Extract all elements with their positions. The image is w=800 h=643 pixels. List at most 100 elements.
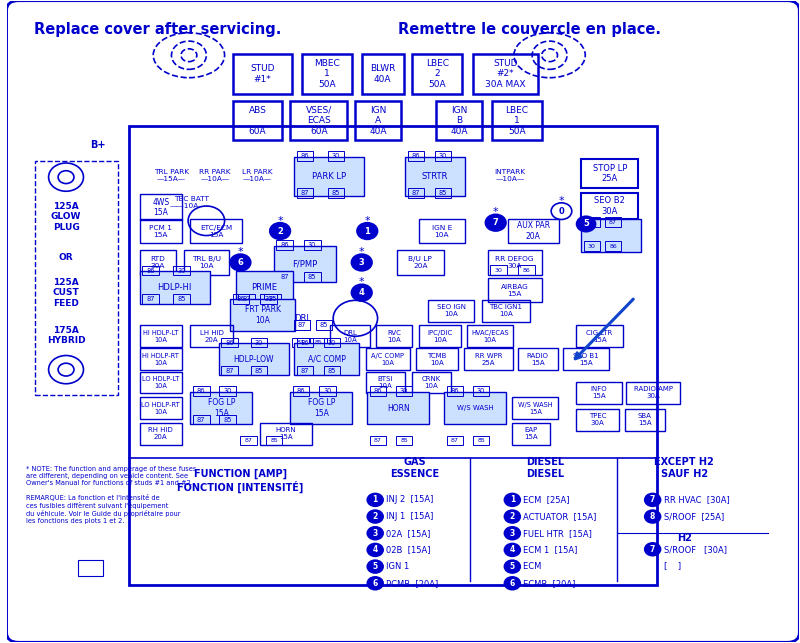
Text: IGN
A
40A: IGN A 40A (370, 106, 387, 136)
Text: INJ 2  [15A]: INJ 2 [15A] (386, 495, 433, 504)
Text: EXCEPT H2
SAUF H2: EXCEPT H2 SAUF H2 (654, 457, 714, 478)
FancyBboxPatch shape (582, 219, 641, 252)
Text: MBEC
1
50A: MBEC 1 50A (314, 59, 340, 89)
Circle shape (645, 493, 661, 506)
Text: 87: 87 (412, 190, 420, 196)
Text: LO HDLP-LT
10A: LO HDLP-LT 10A (142, 376, 179, 389)
Text: ACTUATOR  [15A]: ACTUATOR [15A] (523, 512, 597, 521)
Text: RR WPR
25A: RR WPR 25A (475, 353, 502, 366)
Text: SEO B1
15A: SEO B1 15A (574, 353, 599, 366)
Text: 87: 87 (301, 368, 310, 374)
Text: 30: 30 (588, 244, 595, 249)
Text: 30: 30 (264, 296, 273, 302)
Text: 87: 87 (609, 219, 617, 224)
Text: ABS

60A: ABS 60A (249, 106, 266, 136)
Text: 85: 85 (320, 322, 328, 329)
Circle shape (505, 510, 520, 523)
FancyBboxPatch shape (219, 343, 289, 376)
Text: W/S WASH
15A: W/S WASH 15A (518, 402, 553, 415)
Text: 86: 86 (226, 340, 234, 346)
Text: DIESEL
DIESEL: DIESEL DIESEL (526, 457, 565, 478)
Text: 85: 85 (328, 368, 336, 374)
Text: 86: 86 (588, 219, 595, 224)
Text: RR PARK
—10A—: RR PARK —10A— (199, 168, 231, 182)
Text: *: * (493, 208, 498, 217)
Circle shape (357, 222, 378, 239)
Text: 86: 86 (374, 388, 382, 394)
Text: CIG LTR
15A: CIG LTR 15A (586, 330, 613, 343)
Text: LBEC
1
50A: LBEC 1 50A (505, 106, 528, 136)
Text: 7: 7 (650, 545, 655, 554)
Text: 30: 30 (494, 267, 502, 273)
Text: 0: 0 (558, 206, 564, 215)
Circle shape (351, 254, 372, 271)
Text: ECM  [25A]: ECM [25A] (523, 495, 570, 504)
Text: 86: 86 (197, 388, 206, 394)
Text: 85: 85 (314, 340, 322, 345)
Text: EAP
15A: EAP 15A (525, 428, 538, 440)
Text: 87: 87 (242, 296, 250, 302)
Text: 6: 6 (238, 258, 243, 267)
Text: 1: 1 (364, 226, 370, 235)
Text: 87: 87 (301, 190, 310, 196)
Text: FUNCTION [AMP]: FUNCTION [AMP] (194, 469, 287, 479)
Text: 85: 85 (308, 274, 317, 280)
Text: IPC/DIC
10A: IPC/DIC 10A (427, 330, 453, 343)
Text: 175A
HYBRID: 175A HYBRID (46, 326, 86, 345)
Text: DRL: DRL (294, 314, 310, 323)
Text: 86: 86 (301, 340, 310, 346)
Text: HORN
15A: HORN 15A (276, 428, 296, 440)
FancyBboxPatch shape (294, 343, 359, 376)
Circle shape (367, 560, 383, 573)
Circle shape (486, 214, 506, 231)
Text: 5: 5 (373, 562, 378, 571)
Text: FOG LP
15A: FOG LP 15A (308, 399, 335, 418)
Text: [    ]: [ ] (664, 561, 681, 570)
Text: PARK LP: PARK LP (312, 172, 346, 181)
Text: 85: 85 (270, 438, 278, 442)
Circle shape (505, 560, 520, 573)
Text: 87: 87 (226, 368, 234, 374)
Text: 87: 87 (245, 438, 253, 442)
Text: 30: 30 (400, 388, 408, 394)
Text: Remettre le couvercle en place.: Remettre le couvercle en place. (398, 22, 662, 37)
Text: 3: 3 (373, 529, 378, 538)
Text: 87: 87 (280, 274, 289, 280)
Text: 125A
GLOW
PLUG: 125A GLOW PLUG (51, 202, 82, 232)
Text: RADIO
15A: RADIO 15A (526, 353, 549, 366)
Text: 86: 86 (237, 296, 245, 302)
Text: B+: B+ (90, 140, 106, 150)
Text: 30: 30 (323, 388, 331, 394)
Text: 30: 30 (477, 388, 486, 394)
Text: S/ROOF   [30A]: S/ROOF [30A] (664, 545, 726, 554)
Text: 7: 7 (650, 495, 655, 504)
Text: *: * (558, 196, 564, 206)
Text: 86: 86 (450, 388, 459, 394)
Text: 87: 87 (451, 438, 459, 442)
Text: HVAC/ECAS
10A: HVAC/ECAS 10A (471, 330, 509, 343)
Text: 1: 1 (510, 495, 515, 504)
Text: A/C COMP
10A: A/C COMP 10A (371, 353, 404, 366)
Text: AIRBAG
15A: AIRBAG 15A (501, 284, 529, 296)
Text: IGN 1: IGN 1 (386, 562, 414, 571)
Text: 5: 5 (583, 219, 589, 228)
Text: ETC/ECM
15A: ETC/ECM 15A (200, 224, 232, 237)
Text: HDLP-LOW: HDLP-LOW (234, 355, 274, 364)
Text: A/C COMP: A/C COMP (308, 355, 346, 364)
FancyBboxPatch shape (406, 157, 465, 196)
Text: TBC IGN1
10A: TBC IGN1 10A (490, 304, 522, 317)
Text: TBC BATT
——10A——: TBC BATT ——10A—— (170, 196, 214, 210)
Text: 86: 86 (609, 244, 617, 249)
Text: 3: 3 (359, 258, 365, 267)
Text: *: * (359, 247, 365, 257)
Text: 87: 87 (296, 340, 304, 345)
Text: FUEL HTR  [15A]: FUEL HTR [15A] (523, 529, 592, 538)
Text: BLWR
40A: BLWR 40A (370, 64, 395, 84)
Text: H2: H2 (677, 532, 692, 543)
Text: 5: 5 (510, 562, 515, 571)
Text: 86: 86 (146, 268, 154, 274)
Text: FRT PARK
10A: FRT PARK 10A (245, 305, 281, 325)
Text: 2: 2 (277, 226, 283, 235)
FancyBboxPatch shape (6, 1, 799, 642)
Text: 86: 86 (301, 153, 310, 159)
